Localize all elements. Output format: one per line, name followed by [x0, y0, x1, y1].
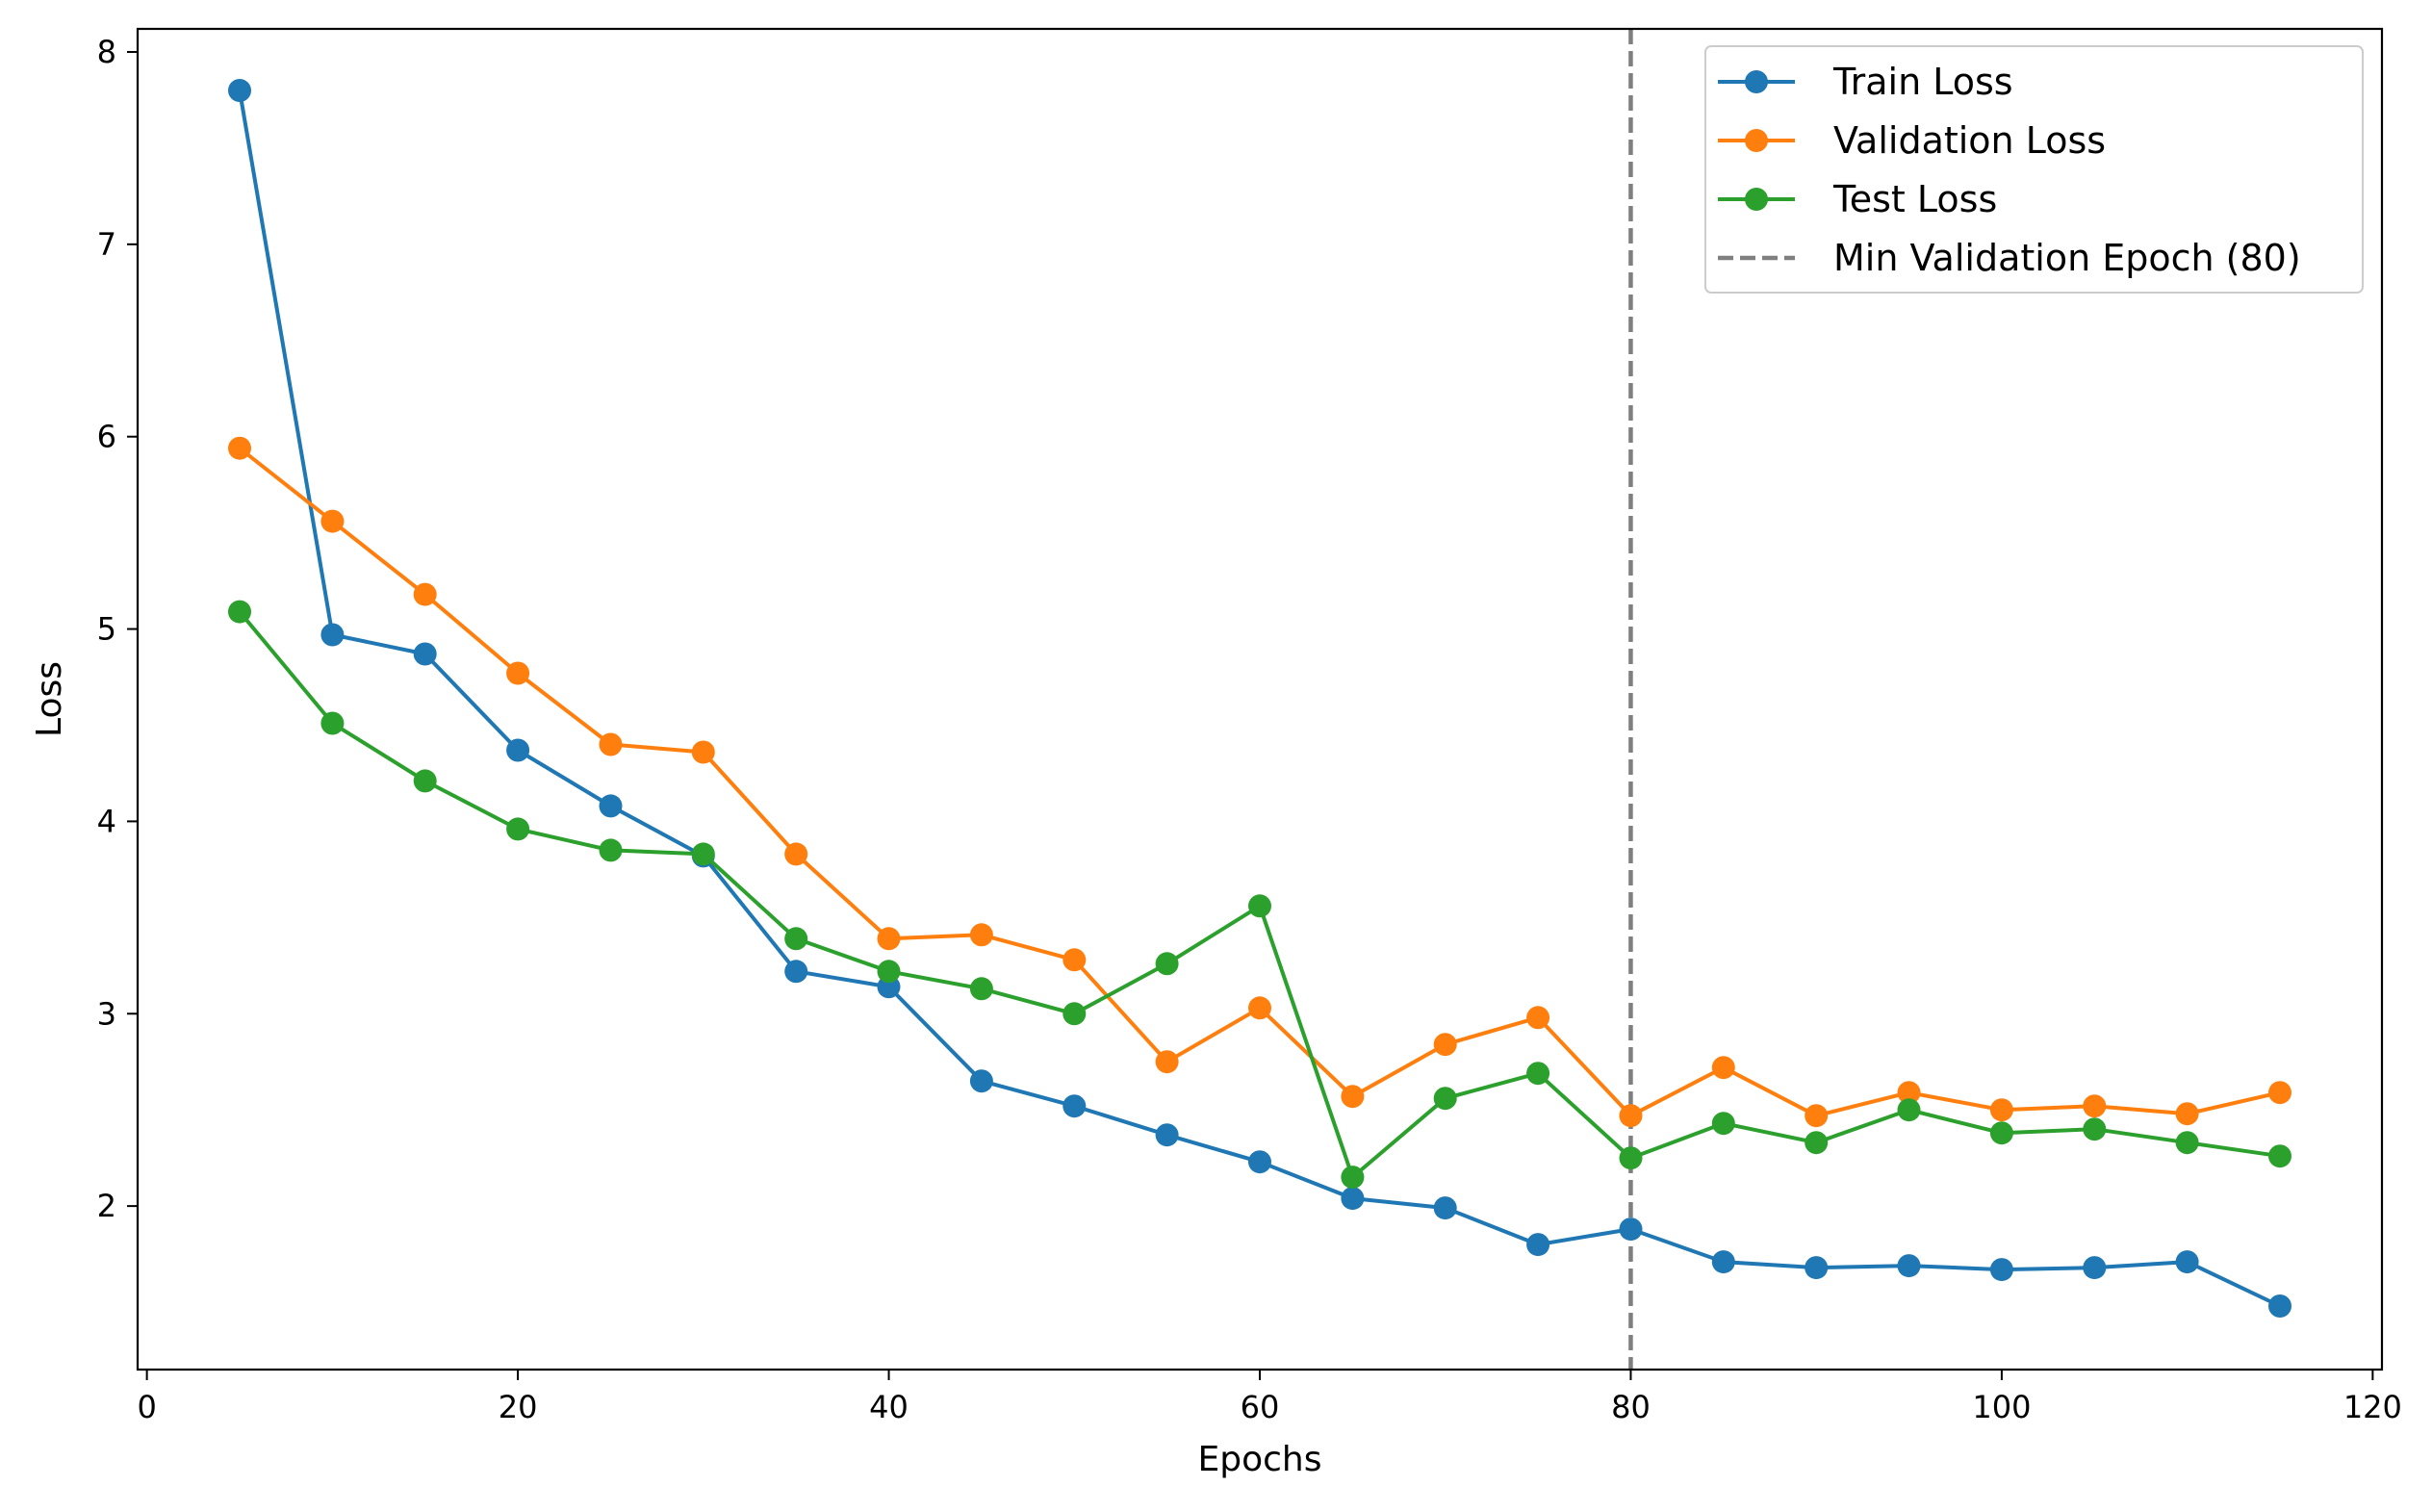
test-loss-point [413, 769, 437, 793]
y-axis-ticks: 2 3 4 5 6 7 8 [97, 34, 138, 1224]
legend-label-train-loss: Train Loss [1832, 61, 2013, 103]
test-loss-point [1711, 1112, 1735, 1136]
test-loss-point [784, 927, 808, 951]
train-loss-point [506, 738, 530, 762]
train-loss-point [1433, 1196, 1457, 1220]
train-loss-point [1897, 1254, 1921, 1278]
validation-loss-point [2268, 1081, 2291, 1105]
legend-marker-test-loss [1745, 188, 1768, 211]
validation-loss-point [1805, 1104, 1829, 1128]
train-loss-point [1248, 1150, 1271, 1174]
y-tick-label: 2 [97, 1188, 116, 1224]
train-loss-point [2175, 1250, 2199, 1274]
validation-loss-point [1897, 1081, 1921, 1105]
test-loss-point [1341, 1166, 1365, 1190]
validation-loss-point [506, 661, 530, 685]
test-loss-point [1989, 1121, 2013, 1145]
test-loss-point [1433, 1087, 1457, 1111]
train-loss-point [1711, 1250, 1735, 1274]
legend: Train Loss Validation Loss Test Loss Min Va… [1704, 45, 2364, 294]
validation-loss-point [1155, 1050, 1179, 1074]
test-loss-point [599, 838, 623, 862]
validation-loss-point [1989, 1098, 2013, 1122]
validation-loss-point [1526, 1006, 1550, 1030]
train-loss-point [1341, 1187, 1365, 1211]
x-tick-label: 20 [499, 1389, 538, 1425]
y-tick-label: 3 [97, 995, 116, 1032]
legend-label-validation-loss: Validation Loss [1833, 119, 2106, 162]
validation-loss-point [784, 842, 808, 866]
validation-loss-point [413, 582, 437, 606]
test-loss-point [1526, 1062, 1550, 1086]
x-axis-label: Epochs [1198, 1440, 1322, 1479]
x-tick-label: 60 [1241, 1389, 1280, 1425]
validation-loss-point [877, 927, 901, 951]
y-tick-label: 4 [97, 803, 116, 839]
x-tick-label: 40 [869, 1389, 909, 1425]
validation-loss-point [1433, 1033, 1457, 1057]
y-axis-label: Loss [30, 661, 69, 737]
train-loss-point [1062, 1094, 1087, 1118]
validation-loss-point [691, 740, 715, 764]
train-loss-point [2083, 1256, 2107, 1280]
test-loss-point [506, 817, 530, 841]
x-tick-label: 80 [1611, 1389, 1651, 1425]
legend-label-test-loss: Test Loss [1832, 178, 1997, 220]
validation-loss-point [1248, 996, 1271, 1020]
y-tick-label: 5 [97, 611, 116, 648]
x-tick-label: 0 [137, 1389, 156, 1425]
test-loss-point [228, 600, 251, 624]
train-loss-point [1526, 1233, 1550, 1257]
validation-loss-point [1619, 1104, 1643, 1128]
legend-marker-train-loss [1745, 70, 1768, 93]
train-loss-point [1619, 1217, 1643, 1242]
train-loss-point [969, 1069, 993, 1093]
test-loss-point [1619, 1146, 1643, 1170]
test-loss-point [2083, 1117, 2107, 1141]
train-loss-point [1155, 1123, 1179, 1147]
y-tick-label: 7 [97, 226, 116, 263]
validation-loss-point [1062, 948, 1087, 972]
test-loss-point [320, 711, 345, 735]
x-axis-ticks: 0 20 40 60 80 100 120 [137, 1370, 2402, 1425]
test-loss-point [1248, 894, 1271, 918]
validation-loss-point [320, 509, 345, 533]
validation-loss-point [2083, 1094, 2107, 1118]
test-loss-point [1062, 1002, 1087, 1026]
test-loss-point [691, 842, 715, 866]
validation-loss-point [2175, 1102, 2199, 1126]
validation-loss-point [1341, 1085, 1365, 1109]
test-loss-point [1897, 1098, 1921, 1122]
plot-marks [228, 29, 2291, 1370]
legend-box [1704, 45, 2364, 294]
test-loss-point [969, 977, 993, 1001]
test-loss-point [877, 960, 901, 984]
train-loss-point [599, 794, 623, 818]
train-loss-point [2268, 1294, 2291, 1318]
validation-loss-point [228, 436, 251, 460]
train-loss-point [784, 960, 808, 984]
y-tick-label: 8 [97, 34, 116, 70]
train-loss-point [320, 623, 345, 647]
legend-label-min-validation-epoch-80-: Min Validation Epoch (80) [1833, 237, 2301, 279]
validation-loss-point [969, 923, 993, 947]
train-loss-point [1989, 1258, 2013, 1282]
test-loss-point [2175, 1131, 2199, 1155]
test-loss-point [2268, 1144, 2291, 1168]
legend-marker-validation-loss [1745, 129, 1768, 152]
y-tick-label: 6 [97, 419, 116, 455]
x-tick-label: 120 [2343, 1389, 2402, 1425]
x-tick-label: 100 [1972, 1389, 2031, 1425]
train-loss-point [228, 79, 251, 102]
validation-loss-point [1711, 1056, 1735, 1080]
test-loss-point [1155, 952, 1179, 976]
train-loss-point [413, 642, 437, 666]
test-loss-point [1805, 1131, 1829, 1155]
validation-loss-point [599, 732, 623, 756]
train-loss-point [1805, 1256, 1829, 1280]
